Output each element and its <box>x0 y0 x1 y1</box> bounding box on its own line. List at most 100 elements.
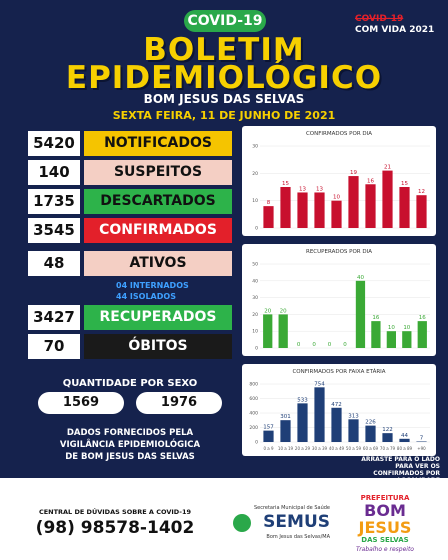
stat-label: NOTIFICADOS <box>84 131 232 156</box>
data-label: 10 <box>403 325 410 331</box>
chart: CONFIRMADOS POR DIA 0 10 20 30 8 15 13 13 10 19 16 2… <box>242 126 436 236</box>
data-label: 13 <box>299 186 306 192</box>
semus-bottom: Bom Jesus das Selvas/MA <box>266 534 330 540</box>
footer: CENTRAL DE DÚVIDAS SOBRE A COVID-19 (98)… <box>0 478 448 560</box>
data-label: 8 <box>267 200 271 206</box>
female-count: 1976 <box>136 392 222 414</box>
data-label: 301 <box>280 414 291 420</box>
male-count: 1569 <box>38 392 124 414</box>
title: EPIDEMIOLÓGICO <box>65 60 383 96</box>
source: DADOS FORNECIDOS PELA <box>66 428 194 438</box>
detail: 04 INTERNADOS <box>116 281 189 290</box>
y-tick-label: 10 <box>252 198 258 204</box>
data-label: 13 <box>316 186 323 192</box>
title: BOLETIM <box>143 32 305 68</box>
stat-value: 48 <box>28 251 80 276</box>
bar <box>331 200 342 228</box>
y-tick-label: 10 <box>252 329 258 335</box>
stat-value: 140 <box>28 160 80 185</box>
chart-title: CONFIRMADOS POR FAIXA ETÁRIA <box>292 368 385 375</box>
x-tick-label: 60 a 69 <box>363 446 379 451</box>
bar <box>348 419 359 442</box>
bar <box>263 206 274 228</box>
stat-row: 70 ÓBITOS <box>28 334 232 359</box>
pref: PREFEITURA <box>360 494 410 502</box>
data-label: 44 <box>401 433 408 439</box>
data-label: 19 <box>350 170 357 176</box>
semus-logo <box>233 514 251 532</box>
badge: COVID-19 <box>184 10 266 32</box>
bar <box>386 331 396 348</box>
slogan: Trabalho e respeito <box>356 546 414 553</box>
y-tick-label: 0 <box>255 226 258 232</box>
data-label: 472 <box>331 402 342 408</box>
bar <box>365 425 376 442</box>
x-tick-label: +90 <box>417 446 426 451</box>
y-tick-label: 600 <box>249 396 258 402</box>
data-label: 157 <box>263 425 274 431</box>
swipe-note: ARRASTE PARA O LADO <box>361 456 440 463</box>
stat-label: DESCARTADOS <box>84 189 232 214</box>
stat-value: 3545 <box>28 218 80 243</box>
phone: (98) 98578-1402 <box>35 518 195 538</box>
swipe-note: PARA VER OS <box>395 463 440 470</box>
bar <box>278 314 288 348</box>
data-label: 20 <box>280 308 287 314</box>
stat-row: 3545 CONFIRMADOS <box>28 218 232 243</box>
corner-text: COM VIDA 2021 <box>355 25 435 35</box>
x-tick-label: 80 a 89 <box>397 446 413 451</box>
bar <box>399 438 410 442</box>
stat-row: 1735 DESCARTADOS <box>28 189 232 214</box>
data-label: 20 <box>264 308 271 314</box>
y-tick-label: 400 <box>249 411 258 417</box>
bar <box>297 403 308 442</box>
data-label: 40 <box>357 275 364 281</box>
bar <box>416 195 427 228</box>
stat-row: 48 ATIVOS <box>28 251 232 276</box>
data-label: 313 <box>348 413 359 419</box>
bar <box>263 314 273 348</box>
y-tick-label: 40 <box>252 278 258 284</box>
bar <box>314 192 325 228</box>
y-tick-label: 20 <box>252 171 258 177</box>
stat-value: 5420 <box>28 131 80 156</box>
source: VIGILÂNCIA EPIDEMIOLÓGICA <box>59 440 201 450</box>
data-label: 16 <box>367 178 374 184</box>
chart-title: RECUPERADOS POR DIA <box>306 249 372 255</box>
stat-label: RECUPERADOS <box>84 305 232 330</box>
bar <box>297 192 308 228</box>
data-label: 10 <box>388 325 395 331</box>
bar <box>365 184 376 228</box>
data-label: 122 <box>382 427 393 433</box>
y-tick-label: 800 <box>249 382 258 388</box>
semus: SEMUS <box>263 512 330 532</box>
data-label: 15 <box>401 181 408 187</box>
data-label: 15 <box>282 181 289 187</box>
stat-label: CONFIRMADOS <box>84 218 232 243</box>
pref-name: DAS SELVAS <box>361 536 409 544</box>
semus-top: Secretaria Municipal de Saúde <box>253 505 330 511</box>
x-tick-label: 40 a 49 <box>329 446 345 451</box>
stat-value: 3427 <box>28 305 80 330</box>
source: DE BOM JESUS DAS SELVAS <box>65 452 195 462</box>
x-tick-label: 30 a 39 <box>312 446 328 451</box>
bar <box>280 420 291 442</box>
data-label: 0 <box>312 342 316 348</box>
x-tick-label: 20 a 29 <box>295 446 311 451</box>
bar <box>331 407 342 442</box>
city: BOM JESUS DAS SELVAS <box>143 92 305 106</box>
stat-row: 5420 NOTIFICADOS <box>28 131 232 156</box>
data-label: 0 <box>297 342 301 348</box>
data-label: 16 <box>419 315 426 321</box>
data-label: 754 <box>314 381 325 387</box>
corner-text: COVID-19 <box>355 14 404 24</box>
help: CENTRAL DE DÚVIDAS SOBRE A COVID-19 <box>38 508 192 516</box>
bar <box>399 187 410 228</box>
chart-title: CONFIRMADOS POR DIA <box>306 131 372 137</box>
y-tick-label: 50 <box>252 262 258 268</box>
data-label: 10 <box>333 195 340 201</box>
data-label: 226 <box>365 420 376 426</box>
bar <box>314 387 325 442</box>
bar <box>355 280 366 348</box>
stat-row: 140 SUSPEITOS <box>28 160 232 185</box>
